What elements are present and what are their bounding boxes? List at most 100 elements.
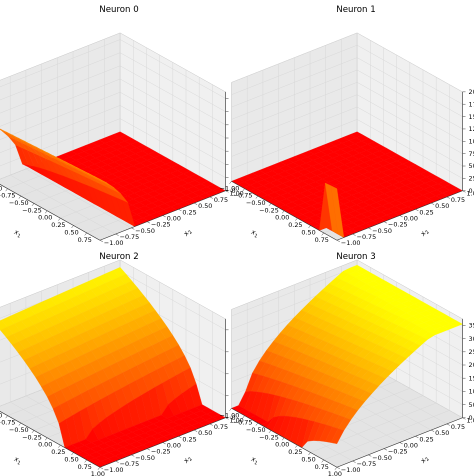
- subplot-neuron-2: −1.00−0.75−0.50−0.250.000.250.500.751.00…: [0, 252, 255, 476]
- x-tick-label: −0.50: [246, 426, 266, 434]
- x-tick-label: 0.00: [38, 214, 52, 222]
- x-tick-label: −0.75: [233, 419, 253, 427]
- x-tick-label: 0.75: [315, 463, 329, 471]
- y-tick-label: 0.50: [198, 202, 212, 210]
- x-tick-label: 0.75: [78, 236, 92, 244]
- subplot-title: Neuron 0: [99, 5, 138, 15]
- surface: [0, 128, 226, 227]
- z-tick-label: 250: [469, 348, 474, 356]
- y-axis-label: x2: [418, 227, 431, 239]
- x-tick-label: 0.00: [275, 441, 289, 449]
- z-tick-label: 175: [469, 100, 474, 108]
- x-tick-label: −0.50: [246, 199, 266, 207]
- subplot-title: Neuron 3: [336, 252, 375, 262]
- y-tick-label: 0.50: [435, 202, 449, 210]
- x-tick-label: −1.00: [0, 184, 2, 192]
- x-tick-label: 0.50: [301, 228, 315, 236]
- x-tick-label: 0.50: [301, 455, 315, 463]
- surface: [231, 264, 463, 448]
- y-tick-label: 0.00: [404, 214, 418, 222]
- y-tick-label: −0.25: [151, 221, 171, 229]
- x-tick-label: 0.50: [64, 455, 78, 463]
- y-tick-label: −0.50: [135, 227, 155, 235]
- z-tick-label: 0: [469, 414, 473, 422]
- z-tick-label: 75: [469, 150, 474, 158]
- x-tick-label: 0.00: [38, 441, 52, 449]
- y-tick-label: 0.00: [167, 441, 181, 449]
- x-tick-label: 0.00: [275, 214, 289, 222]
- y-axis-label: x2: [181, 227, 194, 239]
- x-tick-label: −1.00: [220, 184, 240, 192]
- y-tick-label: 0.25: [419, 208, 433, 216]
- subplot-neuron-1: −1.00−0.75−0.50−0.250.000.250.500.75 −1.0…: [220, 5, 474, 247]
- y-tick-label: 0.75: [214, 423, 228, 431]
- y-tick-label: 1.00: [467, 417, 474, 425]
- y-tick-label: −0.75: [120, 460, 140, 468]
- z-tick-label: 150: [469, 374, 474, 382]
- z-tick-label: 150: [469, 113, 474, 121]
- x-tick-label: −0.25: [22, 433, 42, 441]
- y-tick-label: 0.25: [419, 435, 433, 443]
- y-tick-label: 1.00: [467, 190, 474, 198]
- x-tick-label: 0.25: [51, 448, 65, 456]
- y-tick-label: −0.25: [388, 448, 408, 456]
- z-tick-label: 125: [469, 125, 474, 133]
- y-tick-label: −0.75: [357, 460, 377, 468]
- y-tick-label: −0.50: [372, 227, 392, 235]
- x-tick-label: −1.00: [0, 411, 2, 419]
- x-tick-label: −0.25: [259, 433, 279, 441]
- y-tick-label: −0.75: [357, 233, 377, 241]
- x-tick-label: −0.75: [233, 192, 253, 200]
- y-tick-label: 0.50: [198, 429, 212, 437]
- x-tick-label: −0.50: [9, 426, 29, 434]
- z-tick-label: 100: [469, 137, 474, 145]
- subplot-neuron-0: −1.00−0.75−0.50−0.250.000.250.500.75−1.0…: [0, 5, 255, 247]
- z-tick-label: 300: [469, 335, 474, 343]
- x-tick-label: −0.50: [9, 199, 29, 207]
- x-tick-label: 0.75: [315, 236, 329, 244]
- x-tick-label: 0.50: [64, 228, 78, 236]
- y-tick-label: 0.00: [404, 441, 418, 449]
- x-tick-label: −0.75: [0, 419, 15, 427]
- y-tick-label: 0.50: [435, 429, 449, 437]
- y-tick-label: −1.00: [341, 239, 361, 247]
- y-tick-label: 0.25: [182, 435, 196, 443]
- x-tick-label: 0.25: [288, 448, 302, 456]
- z-tick-label: 0: [232, 187, 236, 195]
- z-tick-label: 50: [469, 162, 474, 170]
- z-tick-label: 350: [469, 322, 474, 330]
- y-tick-label: 0.75: [451, 196, 465, 204]
- z-tick-label: 100: [469, 388, 474, 396]
- x-tick-label: −0.75: [0, 192, 15, 200]
- y-tick-label: −0.50: [372, 454, 392, 462]
- z-tick-label: 200: [469, 88, 474, 96]
- z-tick-label: 0: [469, 187, 473, 195]
- subplot-title: Neuron 2: [99, 252, 138, 262]
- z-tick-label: 50: [469, 401, 474, 409]
- surface: [0, 267, 226, 468]
- x-tick-label: −1.00: [220, 411, 240, 419]
- x-tick-label: 0.25: [288, 221, 302, 229]
- x-tick-label: −0.25: [259, 206, 279, 214]
- x-tick-label: −0.25: [22, 206, 42, 214]
- z-tick-label: 0: [232, 414, 236, 422]
- y-tick-label: −0.25: [388, 221, 408, 229]
- y-tick-label: −0.50: [135, 454, 155, 462]
- y-tick-label: 1.00: [230, 417, 244, 425]
- z-tick-label: 25: [469, 175, 474, 183]
- z-tick-label: 200: [469, 361, 474, 369]
- subplot-title: Neuron 1: [336, 5, 375, 15]
- x-tick-label: 1.00: [328, 470, 342, 476]
- x-axis-label: x1: [249, 228, 260, 240]
- y-tick-label: 1.00: [230, 190, 244, 198]
- y-tick-label: 0.25: [182, 208, 196, 216]
- x-tick-label: 0.75: [78, 463, 92, 471]
- x-axis-label: x1: [12, 228, 23, 240]
- y-tick-label: −0.25: [151, 448, 171, 456]
- x-tick-label: 1.00: [91, 470, 105, 476]
- y-tick-label: 0.00: [167, 214, 181, 222]
- y-axis-label: x2: [181, 454, 194, 466]
- y-tick-label: −0.75: [120, 233, 140, 241]
- y-tick-label: −1.00: [341, 466, 361, 474]
